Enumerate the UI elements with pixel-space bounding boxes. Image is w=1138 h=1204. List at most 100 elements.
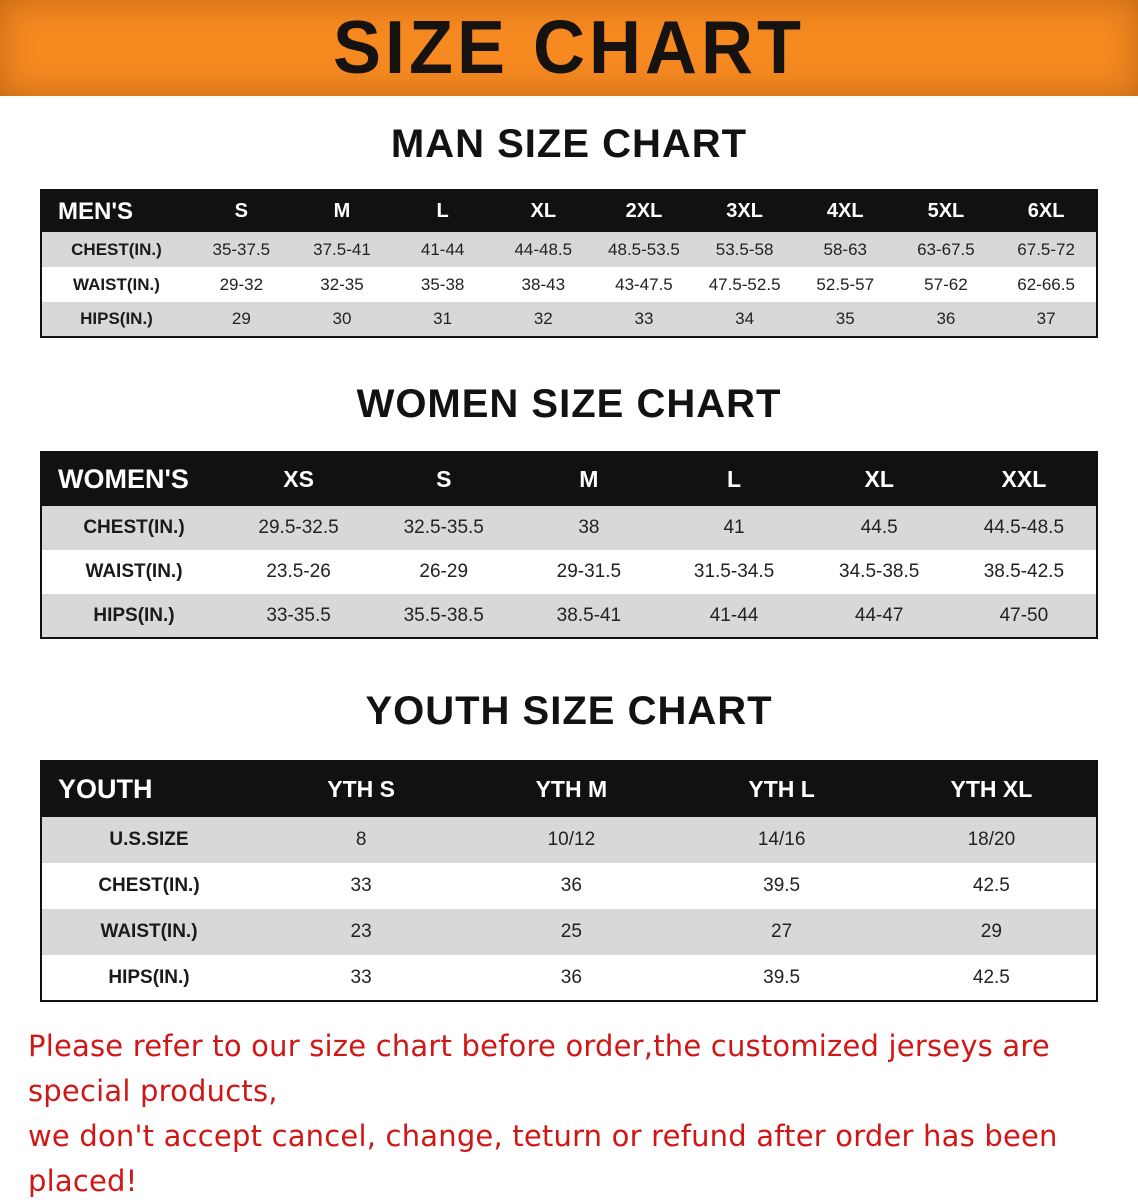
size-value-cell: 18/20 bbox=[967, 829, 1016, 850]
size-value-cell: 34 bbox=[735, 309, 755, 328]
banner-title: SIZE CHART bbox=[333, 6, 805, 91]
row-label-cell: HIPS(IN.) bbox=[80, 309, 153, 328]
size-chart-banner: SIZE CHART bbox=[0, 0, 1138, 96]
measurement-row: HIPS(IN.) 29 30 31 32 33 34 35 36 37 bbox=[41, 302, 1097, 337]
size-header-cell: XL bbox=[806, 452, 952, 506]
size-value-cell: 29 bbox=[231, 309, 251, 328]
size-value-cell: 37 bbox=[1036, 309, 1056, 328]
man-size-table: MEN'S S M L XL 2XL 3XL 4XL 5XL 6XL CHEST(IN.) 35-37… bbox=[40, 189, 1098, 338]
size-header-cell: M bbox=[291, 190, 393, 232]
row-label-cell: WAIST(IN.) bbox=[73, 274, 160, 294]
size-value-cell: 31.5-34.5 bbox=[693, 561, 775, 582]
size-value-cell: 36 bbox=[560, 875, 582, 896]
size-header-cell: 5XL bbox=[895, 190, 997, 232]
size-value-cell: 33 bbox=[350, 875, 372, 896]
size-value-cell: 29-32 bbox=[219, 274, 264, 294]
row-label-cell: CHEST(IN.) bbox=[83, 517, 185, 538]
disclaimer-line-2: we don't accept cancel, change, teturn o… bbox=[28, 1118, 1058, 1198]
measurement-row: WAIST(IN.) 29-32 32-35 35-38 38-43 43-47.5 47.… bbox=[41, 267, 1097, 302]
size-value-cell: 44.5-48.5 bbox=[983, 517, 1065, 538]
size-value-cell: 36 bbox=[560, 966, 582, 988]
size-value-cell: 35.5-38.5 bbox=[403, 604, 484, 626]
size-value-cell: 52.5-57 bbox=[816, 274, 875, 294]
size-header-cell: S bbox=[191, 190, 292, 232]
size-value-cell: 29.5-32.5 bbox=[258, 517, 339, 538]
size-value-cell: 39.5 bbox=[763, 875, 801, 896]
row-label-cell: WAIST(IN.) bbox=[85, 561, 183, 582]
size-value-cell: 34.5-38.5 bbox=[839, 561, 920, 582]
size-value-cell: 32.5-35.5 bbox=[403, 517, 484, 538]
size-value-cell: 42.5 bbox=[972, 966, 1010, 988]
row-label-cell: HIPS(IN.) bbox=[108, 966, 190, 988]
size-value-cell: 47-50 bbox=[999, 604, 1049, 626]
table-header-row: YOUTH YTH S YTH M YTH L YTH XL bbox=[41, 761, 1097, 817]
size-value-cell: 44-47 bbox=[854, 604, 904, 626]
measurement-row: WAIST(IN.) 23 25 27 29 bbox=[41, 909, 1097, 955]
size-value-cell: 33-35.5 bbox=[266, 604, 331, 626]
size-value-cell: 38 bbox=[578, 517, 600, 538]
man-size-section: MAN SIZE CHART MEN'S S M L XL 2XL 3XL 4XL 5XL 6XL… bbox=[0, 122, 1138, 338]
size-value-cell: 14/16 bbox=[757, 829, 806, 850]
size-header-cell: YTH L bbox=[676, 761, 887, 817]
size-header-cell: M bbox=[516, 452, 662, 506]
size-value-cell: 26-29 bbox=[419, 561, 469, 582]
size-header-cell: YTH S bbox=[256, 761, 467, 817]
size-value-cell: 30 bbox=[332, 309, 352, 328]
size-value-cell: 25 bbox=[560, 921, 582, 942]
size-value-cell: 67.5-72 bbox=[1017, 239, 1075, 259]
disclaimer-line-1: Please refer to our size chart before or… bbox=[28, 1029, 1050, 1108]
size-value-cell: 33 bbox=[350, 966, 372, 988]
size-header-cell: 3XL bbox=[694, 190, 795, 232]
size-value-cell: 47.5-52.5 bbox=[708, 274, 781, 294]
table-title-cell: MEN'S bbox=[41, 190, 191, 232]
size-value-cell: 53.5-58 bbox=[715, 239, 774, 259]
size-value-cell: 23 bbox=[350, 921, 372, 942]
size-value-cell: 29-31.5 bbox=[556, 561, 622, 582]
size-header-cell: YTH XL bbox=[886, 761, 1097, 817]
man-section-heading: MAN SIZE CHART bbox=[390, 122, 748, 166]
size-value-cell: 37.5-41 bbox=[313, 239, 371, 259]
size-value-cell: 57-62 bbox=[924, 274, 968, 294]
size-value-cell: 32-35 bbox=[320, 274, 364, 294]
size-value-cell: 38.5-42.5 bbox=[983, 561, 1065, 582]
youth-size-section: YOUTH SIZE CHART YOUTH YTH S YTH M YTH L YTH… bbox=[0, 689, 1138, 1002]
size-value-cell: 35 bbox=[835, 309, 855, 328]
measurement-row: HIPS(IN.) 33-35.5 35.5-38.5 38.5-41 41-44 44-… bbox=[41, 594, 1097, 638]
size-value-cell: 32 bbox=[533, 309, 553, 328]
size-value-cell: 41 bbox=[723, 517, 745, 538]
table-header-row: WOMEN'S XS S M L XL XXL bbox=[41, 452, 1097, 506]
size-value-cell: 48.5-53.5 bbox=[608, 239, 680, 259]
size-value-cell: 44.5 bbox=[860, 517, 898, 538]
row-label-cell: CHEST(IN.) bbox=[98, 875, 200, 896]
order-disclaimer: Please refer to our size chart before or… bbox=[0, 1024, 1138, 1204]
size-value-cell: 10/12 bbox=[547, 829, 596, 850]
size-value-cell: 36 bbox=[936, 309, 956, 328]
table-header-row: MEN'S S M L XL 2XL 3XL 4XL 5XL 6XL bbox=[41, 190, 1097, 232]
size-value-cell: 41-44 bbox=[709, 604, 759, 626]
measurement-row: HIPS(IN.) 33 36 39.5 42.5 bbox=[41, 955, 1097, 1001]
row-label-cell: U.S.SIZE bbox=[109, 829, 189, 850]
size-header-cell: 4XL bbox=[794, 190, 896, 232]
measurement-row: WAIST(IN.) 23.5-26 26-29 29-31.5 31.5-34.5 34… bbox=[41, 550, 1097, 594]
size-value-cell: 63-67.5 bbox=[917, 239, 975, 259]
measurement-row: CHEST(IN.) 29.5-32.5 32.5-35.5 38 41 44.5 44.5… bbox=[41, 506, 1097, 550]
size-value-cell: 29 bbox=[980, 921, 1002, 942]
size-value-cell: 31 bbox=[433, 309, 453, 328]
size-value-cell: 35-37.5 bbox=[212, 239, 271, 259]
size-header-cell: L bbox=[661, 452, 807, 506]
size-value-cell: 39.5 bbox=[763, 966, 801, 988]
women-section-heading: WOMEN SIZE CHART bbox=[356, 382, 782, 426]
size-value-cell: 58-63 bbox=[823, 239, 867, 259]
size-header-cell: XL bbox=[492, 190, 594, 232]
size-value-cell: 62-66.5 bbox=[1017, 274, 1075, 294]
size-header-cell: XS bbox=[226, 452, 372, 506]
size-value-cell: 35-38 bbox=[420, 274, 465, 294]
size-value-cell: 41-44 bbox=[420, 239, 465, 259]
size-header-cell: L bbox=[392, 190, 493, 232]
measurement-row: U.S.SIZE 8 10/12 14/16 18/20 bbox=[41, 817, 1097, 863]
size-value-cell: 8 bbox=[355, 829, 367, 850]
size-header-cell: S bbox=[371, 452, 517, 506]
size-value-cell: 27 bbox=[771, 921, 793, 942]
size-value-cell: 44-48.5 bbox=[514, 239, 573, 259]
row-label-cell: HIPS(IN.) bbox=[93, 604, 175, 626]
